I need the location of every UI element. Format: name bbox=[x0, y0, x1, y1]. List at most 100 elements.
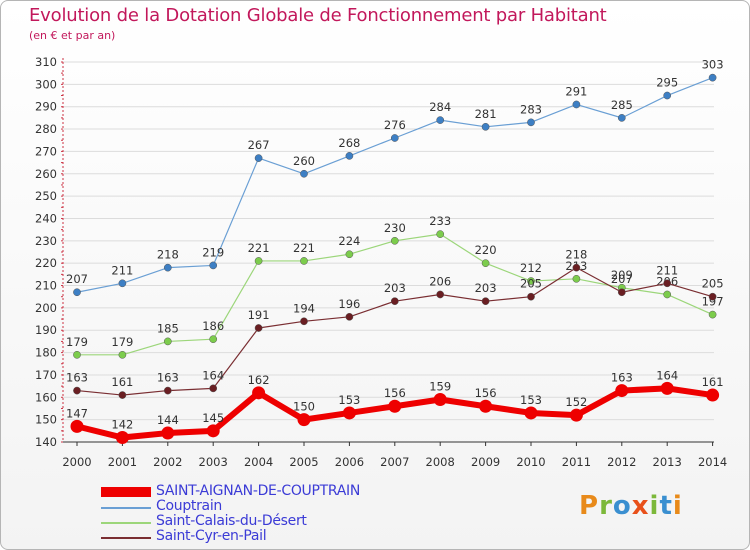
data-point bbox=[615, 384, 629, 398]
legend-swatch-saint-calais bbox=[101, 522, 151, 524]
data-point bbox=[252, 386, 266, 400]
data-label: 153 bbox=[520, 393, 542, 407]
data-label: 205 bbox=[702, 277, 724, 291]
data-point bbox=[297, 413, 311, 427]
data-label: 185 bbox=[157, 321, 179, 335]
data-label: 268 bbox=[338, 136, 360, 150]
data-label: 276 bbox=[384, 118, 406, 132]
data-label: 206 bbox=[429, 274, 451, 288]
chart-title: Evolution de la Dotation Globale de Fonc… bbox=[29, 5, 607, 26]
data-label: 218 bbox=[157, 248, 179, 262]
y-tick-label: 240 bbox=[35, 211, 57, 225]
data-label: 159 bbox=[429, 380, 451, 394]
data-label: 153 bbox=[338, 393, 360, 407]
data-point bbox=[708, 310, 717, 319]
data-point bbox=[527, 277, 535, 285]
data-point bbox=[479, 399, 493, 413]
data-point bbox=[73, 350, 81, 359]
data-point bbox=[345, 312, 354, 321]
data-point bbox=[209, 335, 218, 344]
data-point bbox=[390, 236, 399, 245]
y-tick-label: 290 bbox=[35, 100, 57, 114]
data-point bbox=[300, 257, 308, 265]
x-tick-label: 2006 bbox=[335, 455, 364, 469]
data-label: 194 bbox=[293, 301, 315, 315]
data-point bbox=[209, 261, 218, 270]
data-point bbox=[433, 393, 447, 407]
data-label: 197 bbox=[702, 295, 724, 309]
x-tick-label: 2011 bbox=[562, 455, 591, 469]
data-label: 209 bbox=[611, 268, 633, 282]
data-label: 284 bbox=[429, 100, 451, 114]
data-point bbox=[115, 431, 129, 445]
x-tick-label: 2000 bbox=[62, 455, 91, 469]
data-point bbox=[73, 288, 81, 297]
data-point bbox=[436, 116, 445, 124]
data-label: 303 bbox=[702, 58, 724, 72]
proxiti-logo: Proxiti bbox=[579, 491, 683, 521]
data-label: 163 bbox=[157, 371, 179, 385]
x-tick-label: 2010 bbox=[516, 455, 545, 469]
legend-swatch-saint-cyr bbox=[101, 537, 151, 539]
y-tick-label: 180 bbox=[35, 346, 57, 360]
data-label: 161 bbox=[702, 375, 724, 389]
data-point bbox=[706, 388, 720, 402]
data-label: 164 bbox=[656, 368, 678, 382]
y-tick-label: 260 bbox=[35, 167, 57, 181]
data-label: 179 bbox=[66, 335, 88, 349]
data-point bbox=[209, 384, 218, 393]
data-label: 203 bbox=[475, 281, 497, 295]
legend-label-saint-calais: Saint-Calais-du-Désert bbox=[156, 513, 307, 529]
x-tick-label: 2009 bbox=[471, 455, 500, 469]
legend-swatch-couptrain bbox=[101, 507, 151, 509]
y-tick-label: 150 bbox=[35, 413, 57, 427]
data-point bbox=[569, 408, 583, 422]
y-tick-label: 140 bbox=[35, 435, 57, 449]
y-tick-label: 170 bbox=[35, 368, 57, 382]
data-label: 179 bbox=[111, 335, 133, 349]
data-label: 218 bbox=[565, 248, 587, 262]
data-point bbox=[388, 399, 402, 413]
data-point bbox=[572, 274, 581, 283]
data-label: 211 bbox=[111, 263, 133, 277]
data-label: 163 bbox=[66, 371, 88, 385]
data-label: 285 bbox=[611, 98, 633, 112]
data-point bbox=[118, 279, 127, 288]
data-point bbox=[617, 288, 626, 297]
data-label: 163 bbox=[611, 371, 633, 385]
data-label: 207 bbox=[66, 272, 88, 286]
x-tick-label: 2013 bbox=[653, 455, 682, 469]
x-tick-label: 2004 bbox=[244, 455, 273, 469]
data-label: 233 bbox=[429, 214, 451, 228]
chart-subtitle: (en € et par an) bbox=[29, 29, 116, 42]
data-label: 219 bbox=[202, 245, 224, 259]
data-point bbox=[572, 263, 581, 272]
data-label: 191 bbox=[248, 308, 270, 322]
data-label: 147 bbox=[66, 406, 88, 420]
data-label: 150 bbox=[293, 400, 315, 414]
data-label: 152 bbox=[565, 395, 587, 409]
data-label: 186 bbox=[202, 319, 224, 333]
data-point bbox=[118, 391, 127, 399]
data-label: 207 bbox=[611, 272, 633, 286]
data-point bbox=[206, 424, 220, 438]
legend-swatch-saint-aignan bbox=[101, 487, 151, 497]
y-tick-label: 310 bbox=[35, 55, 57, 69]
data-point bbox=[708, 73, 717, 82]
data-point bbox=[118, 350, 127, 359]
data-label: 221 bbox=[293, 241, 315, 255]
y-tick-label: 220 bbox=[35, 256, 57, 270]
data-label: 142 bbox=[111, 418, 133, 432]
legend-label-couptrain: Couptrain bbox=[156, 498, 222, 514]
data-label: 230 bbox=[384, 221, 406, 235]
data-label: 156 bbox=[384, 386, 406, 400]
data-point bbox=[527, 292, 535, 301]
data-label: 196 bbox=[338, 297, 360, 311]
y-tick-label: 250 bbox=[35, 189, 57, 203]
x-tick-label: 2001 bbox=[108, 455, 137, 469]
data-point bbox=[660, 381, 674, 395]
data-point bbox=[70, 419, 84, 433]
data-point bbox=[436, 230, 445, 238]
